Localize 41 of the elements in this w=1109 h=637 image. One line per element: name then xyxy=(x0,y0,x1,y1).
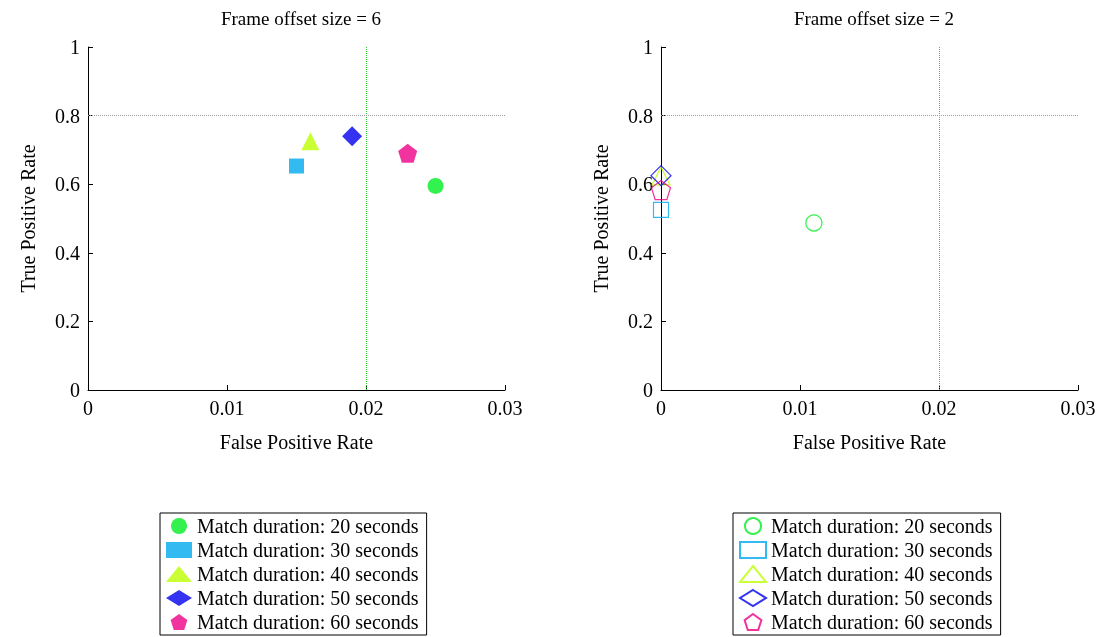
point xyxy=(427,177,444,194)
point xyxy=(289,158,304,174)
point xyxy=(805,214,823,232)
y-tick-label: 0.8 xyxy=(628,104,653,127)
x-tick-label: 0.03 xyxy=(1060,397,1096,419)
legend-label: Match duration: 40 seconds xyxy=(197,563,419,585)
legend-label: Match duration: 50 seconds xyxy=(771,587,993,609)
x-axis-title: False Positive Rate xyxy=(792,431,947,453)
legend-label: Match duration: 40 seconds xyxy=(771,563,993,585)
y-tick-label: 0.6 xyxy=(55,173,80,196)
legend-label: Match duration: 20 seconds xyxy=(771,515,993,537)
legend-label: Match duration: 50 seconds xyxy=(197,587,419,609)
y-tick-label: 0.4 xyxy=(628,241,653,264)
point xyxy=(301,132,320,151)
x-tick-label: 0.02 xyxy=(348,397,384,419)
chart-title: Frame offset size = 2 xyxy=(793,8,955,29)
legend-label: Match duration: 30 seconds xyxy=(197,539,419,561)
x-axis-title: False Positive Rate xyxy=(219,431,374,453)
y-axis-title: True Positive Rate xyxy=(17,144,39,293)
legend-label: Match duration: 60 seconds xyxy=(197,611,419,633)
y-tick-label: 1 xyxy=(643,36,653,58)
y-tick-label: 0.6 xyxy=(628,173,653,196)
x-tick-label: 0.01 xyxy=(209,397,245,419)
chart-title: Frame offset size = 6 xyxy=(220,8,382,29)
point xyxy=(342,126,363,147)
legend-label: Match duration: 20 seconds xyxy=(197,515,419,537)
y-tick-label: 0.2 xyxy=(55,310,80,333)
y-axis-title: True Positive Rate xyxy=(590,144,612,293)
y-tick-label: 0 xyxy=(70,379,80,401)
x-tick-label: 0.02 xyxy=(921,397,957,419)
x-tick-label: 0.03 xyxy=(487,397,523,419)
y-tick-label: 0.8 xyxy=(55,104,80,127)
x-tick-label: 0.01 xyxy=(782,397,818,419)
y-tick-label: 1 xyxy=(70,36,80,58)
y-tick-label: 0.4 xyxy=(55,241,80,264)
point xyxy=(652,201,670,219)
y-tick-label: 0 xyxy=(643,379,653,401)
legend-label: Match duration: 60 seconds xyxy=(771,611,993,633)
point xyxy=(398,143,418,163)
y-tick-label: 0.2 xyxy=(628,310,653,333)
legend-label: Match duration: 30 seconds xyxy=(771,539,993,561)
